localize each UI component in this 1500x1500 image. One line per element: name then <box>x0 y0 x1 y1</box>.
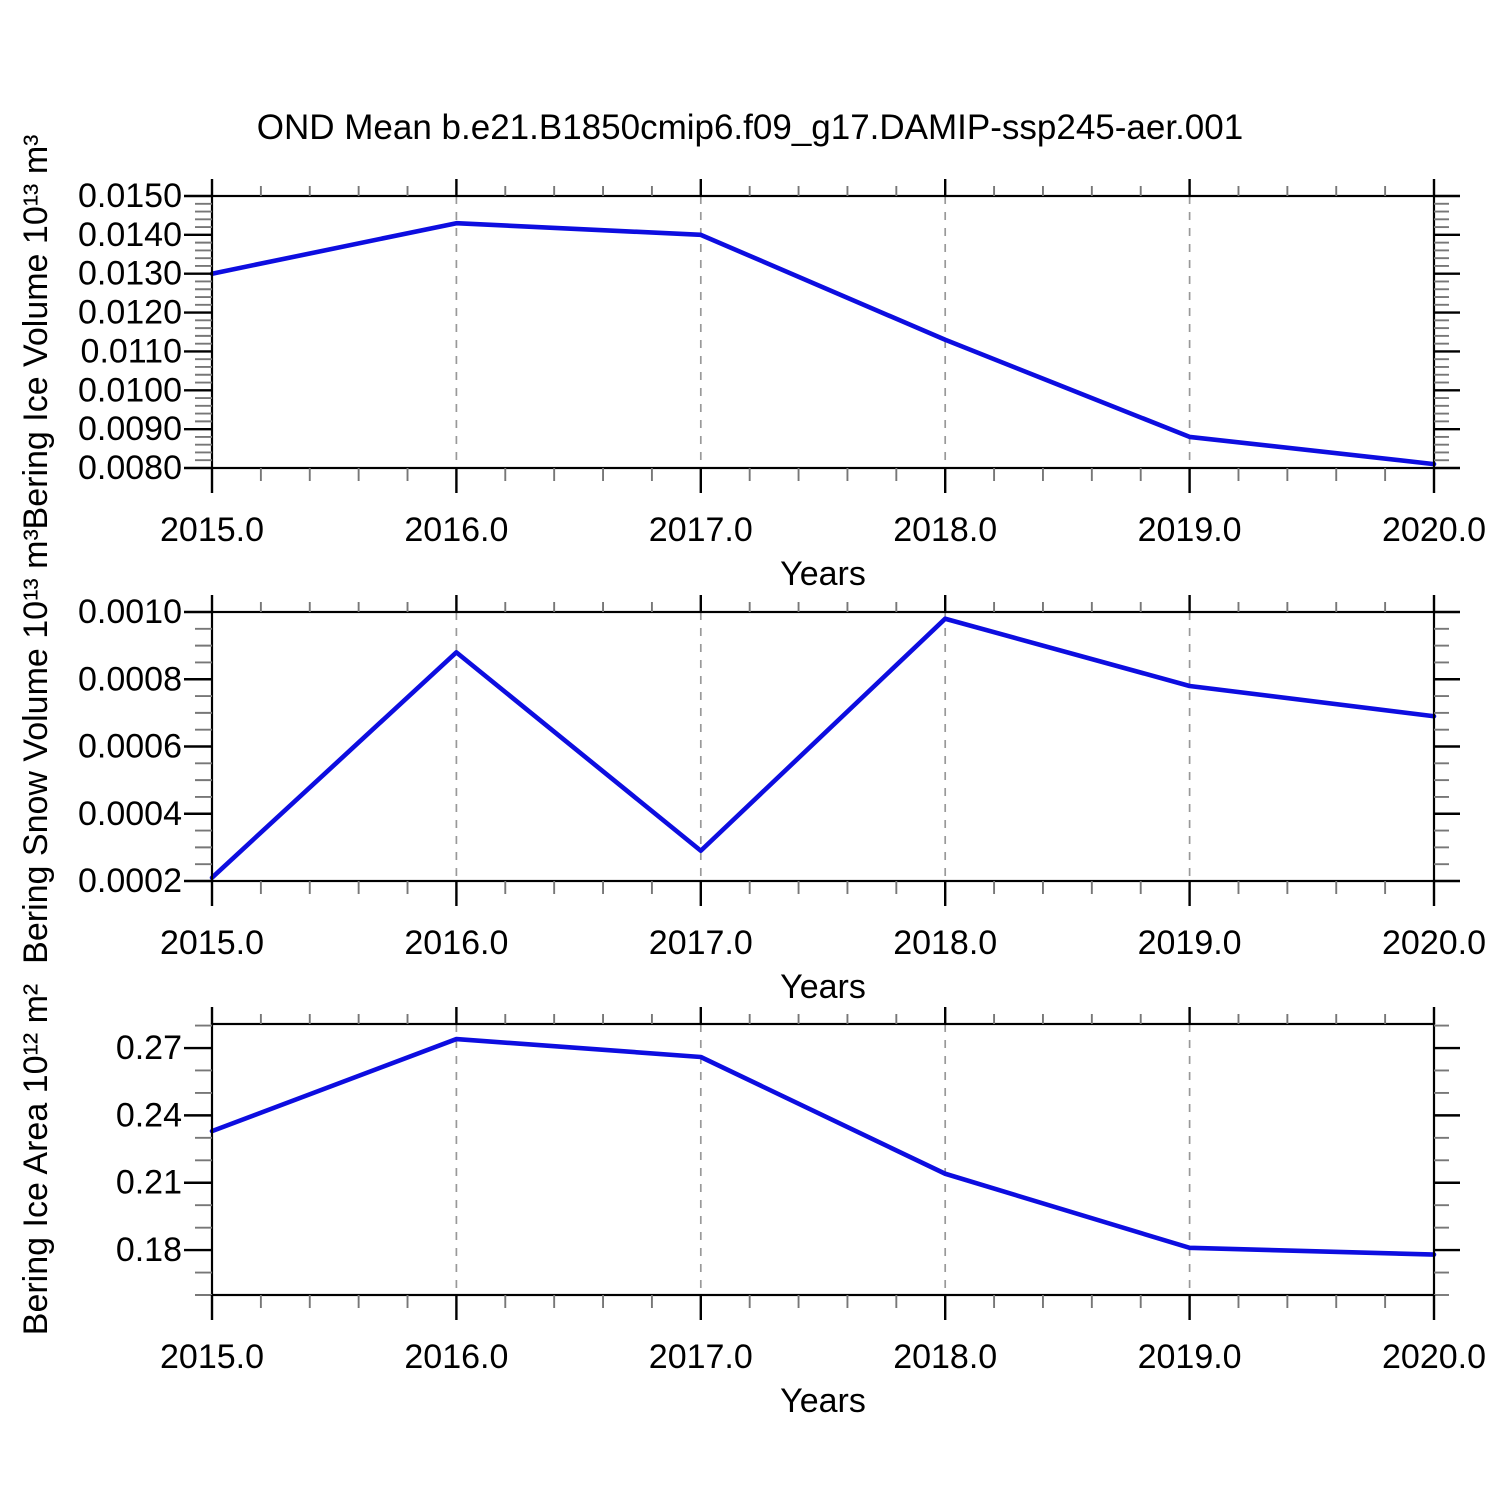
x-tick-label: 2016.0 <box>404 924 508 962</box>
y-tick-label: 0.27 <box>116 1029 182 1067</box>
y-tick-label: 0.0080 <box>78 449 182 487</box>
x-tick-label: 2019.0 <box>1138 924 1242 962</box>
series-line-panel-1 <box>209 220 1437 467</box>
y-tick-label: 0.0010 <box>78 593 182 631</box>
y-tick-label: 0.0006 <box>78 728 182 766</box>
x-tick-label: 2016.0 <box>404 511 508 549</box>
x-tick-label: 2016.0 <box>404 1338 508 1376</box>
y-tick-label: 0.21 <box>116 1164 182 1202</box>
y-tick-label: 0.0004 <box>78 795 182 833</box>
x-tick-label: 2020.0 <box>1382 1338 1486 1376</box>
y-tick-label: 0.18 <box>116 1231 182 1269</box>
y-tick-label: 0.0090 <box>78 410 182 448</box>
x-tick-label: 2018.0 <box>893 1338 997 1376</box>
y-tick-label: 0.0120 <box>78 294 182 332</box>
series-line-panel-3 <box>209 1036 1437 1257</box>
y-axis-label: Bering Snow Volume 10¹³ m³ <box>17 529 55 964</box>
y-axis-label: Bering Ice Volume 10¹³ m³ <box>17 135 55 530</box>
y-tick-label: 0.0110 <box>81 332 182 370</box>
y-tick-label: 0.24 <box>116 1096 182 1134</box>
x-tick-label: 2017.0 <box>649 511 753 549</box>
x-tick-label: 2017.0 <box>649 1338 753 1376</box>
y-axis-label: Bering Ice Area 10¹² m² <box>17 984 55 1335</box>
x-tick-label: 2018.0 <box>893 924 997 962</box>
x-axis-label: Years <box>780 968 866 1006</box>
y-tick-label: 0.0130 <box>78 255 182 293</box>
x-tick-label: 2020.0 <box>1382 511 1486 549</box>
x-tick-label: 2015.0 <box>160 1338 264 1376</box>
x-tick-label: 2017.0 <box>649 924 753 962</box>
plot-frame <box>210 610 1436 883</box>
x-tick-label: 2015.0 <box>160 924 264 962</box>
y-tick-label: 0.0008 <box>78 660 182 698</box>
x-tick-label: 2020.0 <box>1382 924 1486 962</box>
plot-frame <box>210 194 1436 470</box>
page-title: OND Mean b.e21.B1850cmip6.f09_g17.DAMIP-… <box>256 108 1244 147</box>
y-tick-label: 0.0100 <box>78 371 182 409</box>
x-tick-label: 2018.0 <box>893 511 997 549</box>
x-axis-label: Years <box>780 555 866 593</box>
y-tick-label: 0.0150 <box>78 177 182 215</box>
x-tick-label: 2019.0 <box>1138 511 1242 549</box>
x-axis-label: Years <box>780 1382 866 1420</box>
y-tick-label: 0.0140 <box>78 216 182 254</box>
x-tick-label: 2015.0 <box>160 511 264 549</box>
x-tick-label: 2019.0 <box>1138 1338 1242 1376</box>
series-line-panel-2 <box>209 616 1437 880</box>
y-tick-label: 0.0002 <box>78 862 182 900</box>
plot-frame <box>210 1022 1436 1297</box>
